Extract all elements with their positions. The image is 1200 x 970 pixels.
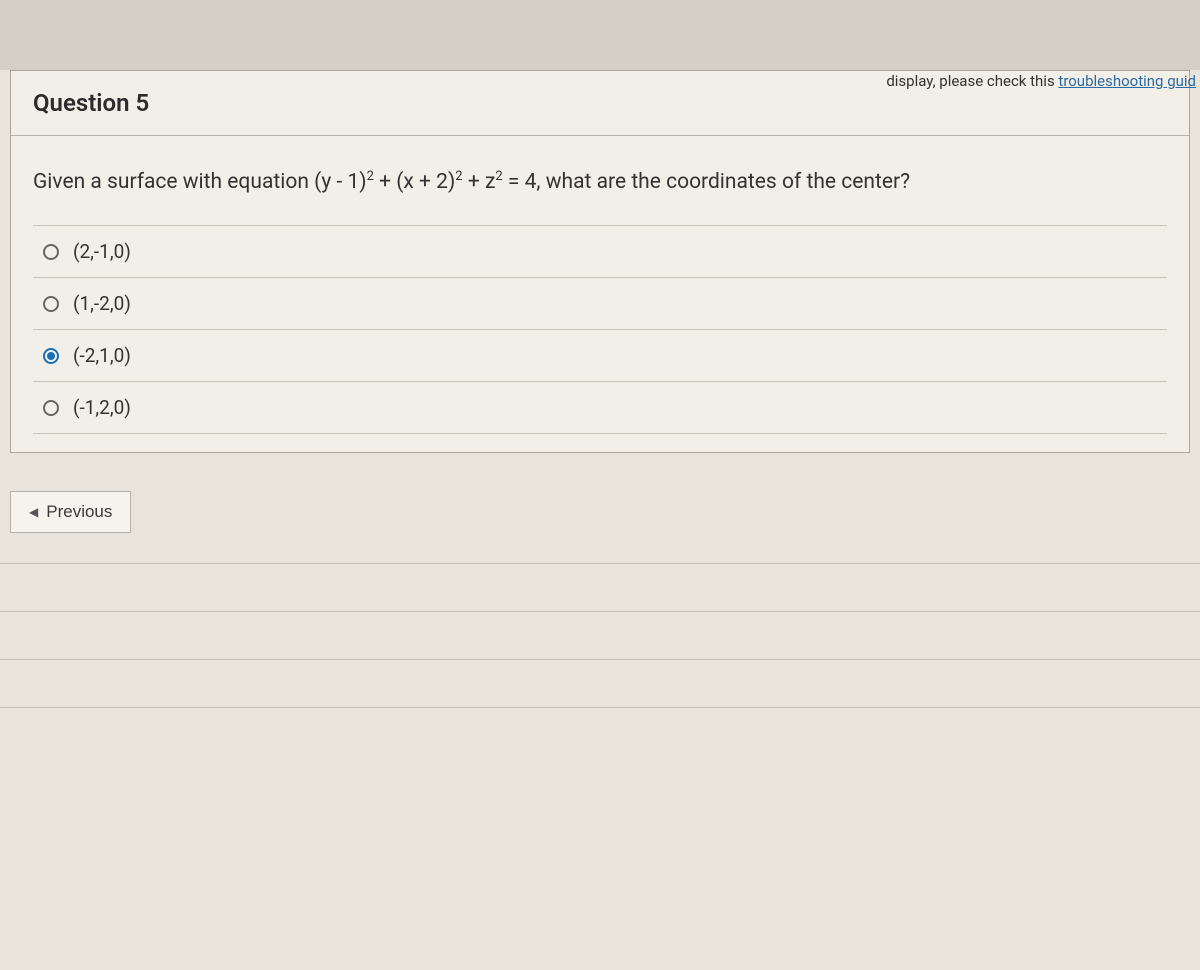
notice-text: display, please check this (886, 72, 1058, 90)
answer-label: (1,-2,0) (73, 292, 131, 315)
question-prompt: Given a surface with equation (y - 1)2 +… (33, 168, 1167, 197)
chevron-left-icon: ◀ (29, 505, 38, 519)
answer-option-1[interactable]: (2,-1,0) (33, 226, 1167, 278)
rule-line (0, 611, 1200, 659)
question-body: Given a surface with equation (y - 1)2 +… (11, 136, 1189, 452)
answer-option-2[interactable]: (1,-2,0) (33, 278, 1167, 330)
previous-label: Previous (46, 502, 112, 522)
answer-label: (2,-1,0) (73, 240, 131, 263)
prompt-part-3: + z (463, 170, 496, 194)
prompt-part-4: = 4, what are the coordinates of the cen… (503, 170, 910, 194)
prompt-part-1: Given a surface with equation (y - 1) (33, 170, 367, 194)
background-rules (0, 563, 1200, 755)
radio-icon (43, 400, 59, 416)
exponent-2: 2 (455, 169, 462, 184)
prompt-part-2: + (x + 2) (374, 170, 455, 194)
answer-option-3[interactable]: (-2,1,0) (33, 330, 1167, 382)
radio-icon (43, 296, 59, 312)
navigation-section: ◀ Previous (10, 491, 1190, 533)
previous-button[interactable]: ◀ Previous (10, 491, 131, 533)
rule-line (0, 707, 1200, 755)
exponent-3: 2 (495, 169, 502, 184)
rule-line (0, 563, 1200, 611)
exponent-1: 2 (367, 169, 374, 184)
page-container: display, please check this troubleshooti… (0, 70, 1200, 970)
question-title: Question 5 (33, 89, 1167, 117)
answer-list: (2,-1,0) (1,-2,0) (-2,1,0) (33, 225, 1167, 434)
top-notice: display, please check this troubleshooti… (882, 70, 1200, 92)
question-card: Question 5 Given a surface with equation… (10, 70, 1190, 453)
answer-label: (-1,2,0) (73, 396, 131, 419)
rule-line (0, 659, 1200, 707)
troubleshooting-link[interactable]: troubleshooting guid (1058, 72, 1196, 90)
answer-option-4[interactable]: (-1,2,0) (33, 382, 1167, 434)
radio-icon (43, 348, 59, 364)
answer-label: (-2,1,0) (73, 344, 131, 367)
radio-icon (43, 244, 59, 260)
